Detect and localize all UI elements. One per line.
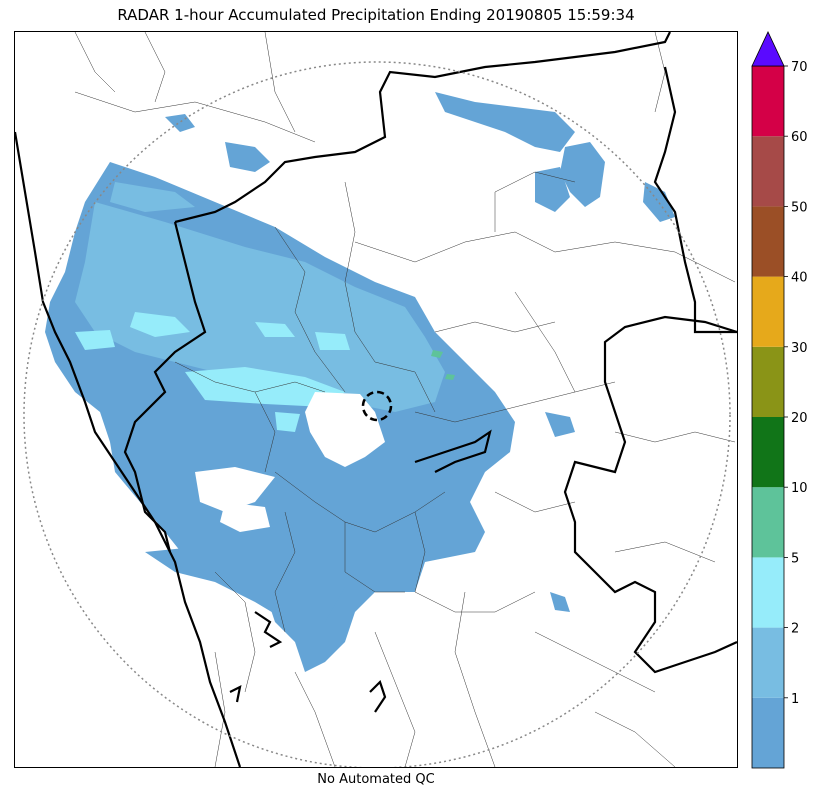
southeastern-state-boundary — [563, 315, 737, 674]
colorbar-tick-label: 20 — [791, 411, 808, 426]
colorbar-bin — [752, 206, 784, 277]
precip-moderate-cell-6 — [275, 412, 300, 432]
precip-gap-southwest — [220, 502, 270, 532]
precip-north-cluster-3 — [560, 142, 605, 207]
radar-map — [14, 31, 738, 768]
precip-north-cluster-4 — [535, 167, 570, 212]
colorbar-tick-label: 10 — [791, 481, 808, 496]
colorbar-bin — [752, 136, 784, 207]
colorbar-bin — [752, 417, 784, 488]
colorbar-bin — [752, 487, 784, 558]
central-boundary-segment — [414, 429, 492, 473]
colorbar-tick-label: 5 — [791, 551, 799, 566]
colorbar-bin — [752, 697, 784, 768]
southern-enclave — [254, 611, 283, 648]
colorbar-ticks: 1 2 5 10 20 30 40 50 60 70 — [784, 60, 808, 707]
precip-heavy-cell-1 — [431, 350, 443, 358]
northern-state-boundary — [174, 32, 671, 224]
colorbar-extend-arrow — [751, 31, 785, 67]
state-boundaries — [15, 32, 737, 767]
district-boundaries — [74, 32, 736, 767]
precipitation-layer — [45, 92, 675, 672]
precip-east-cell — [545, 412, 575, 437]
colorbar-tick-label: 30 — [791, 341, 808, 356]
radar-site-ring — [361, 390, 393, 422]
colorbar: 1 2 5 10 20 30 40 50 60 70 — [751, 30, 808, 769]
precip-light-area-2 — [110, 182, 195, 212]
precip-gap-south — [195, 467, 275, 512]
colorbar-bin — [752, 66, 784, 137]
colorbar-tick-label: 2 — [791, 622, 799, 637]
precip-south-band — [145, 522, 345, 652]
colorbar-tick-label: 60 — [791, 130, 808, 145]
precip-northwest-cell — [165, 114, 195, 132]
colorbar-tick-label: 40 — [791, 271, 808, 286]
radar-range-ring — [23, 61, 731, 767]
chart-title: RADAR 1-hour Accumulated Precipitation E… — [117, 6, 635, 24]
colorbar-tick-label: 70 — [791, 60, 808, 75]
southern-enclave-3 — [229, 685, 242, 703]
colorbar-tick-label: 50 — [791, 200, 808, 215]
colorbar-bin — [752, 276, 784, 347]
precip-moderate-cell-4 — [75, 330, 115, 350]
colorbar-bin — [752, 557, 784, 628]
precip-moderate-cell-3 — [255, 322, 295, 337]
colorbar-tick-label: 1 — [791, 692, 799, 707]
precip-north-cluster-1 — [435, 92, 575, 152]
precip-moderate-cell-5 — [315, 332, 350, 350]
precip-southeast-cell — [550, 592, 570, 612]
qc-note: No Automated QC — [317, 772, 435, 787]
precip-heavy-cell-2 — [445, 374, 455, 380]
southern-enclave-2 — [369, 679, 387, 713]
colorbar-bin — [752, 346, 784, 417]
precip-moderate-cell-1 — [185, 367, 345, 407]
western-state-boundary — [123, 221, 207, 553]
precip-north-cluster-2 — [225, 142, 270, 172]
precip-moderate-cell-2 — [130, 312, 190, 337]
coastline — [15, 131, 242, 767]
colorbar-bins — [751, 65, 785, 769]
eastern-state-boundary — [653, 66, 737, 334]
colorbar-bin — [752, 627, 784, 698]
